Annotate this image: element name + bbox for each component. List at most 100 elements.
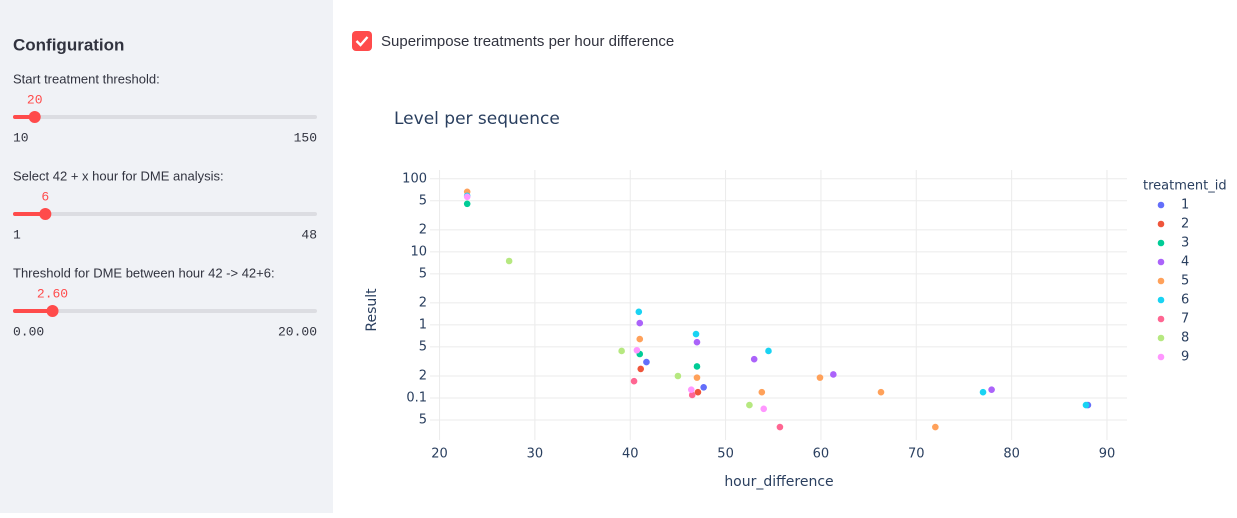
- point: [932, 423, 939, 431]
- point: [637, 365, 645, 373]
- point: [816, 374, 824, 381]
- slider-fill: [13, 212, 46, 216]
- slider-max: 48: [301, 227, 317, 242]
- point: [463, 193, 471, 201]
- point: [746, 401, 753, 409]
- point: [636, 335, 644, 343]
- y-tick-label: 5: [419, 266, 427, 281]
- slider-label: Threshold for DME between hour 42 -> 42+…: [13, 265, 275, 280]
- point: [758, 388, 766, 396]
- sidebar: [0, 0, 333, 513]
- legend-marker[interactable]: [1157, 239, 1165, 247]
- slider-thumb[interactable]: [28, 111, 41, 123]
- slider-min: 0.00: [13, 324, 44, 339]
- slider-value: 20: [27, 92, 43, 107]
- y-tick-label: 5: [419, 339, 427, 354]
- legend-label[interactable]: 8: [1181, 331, 1189, 346]
- legend-marker[interactable]: [1157, 258, 1165, 266]
- x-tick-label: 60: [813, 447, 830, 462]
- point: [760, 405, 768, 413]
- x-tick-label: 50: [717, 447, 734, 462]
- chart-title: Level per sequence: [394, 109, 560, 129]
- slider-value: 6: [41, 189, 49, 204]
- slider-track[interactable]: [13, 115, 317, 119]
- slider-label: Start treatment threshold:: [13, 71, 160, 86]
- legend-label[interactable]: 3: [1181, 236, 1189, 251]
- slider-thumb[interactable]: [39, 208, 52, 220]
- legend-label[interactable]: 9: [1181, 350, 1189, 365]
- legend-marker[interactable]: [1157, 315, 1165, 323]
- slider-fill: [13, 309, 53, 313]
- legend-label[interactable]: 2: [1181, 217, 1189, 232]
- legend-marker[interactable]: [1157, 334, 1165, 342]
- point: [776, 423, 784, 431]
- y-tick-label: 0.1: [406, 390, 427, 405]
- checkbox-label[interactable]: Superimpose treatments per hour differen…: [381, 33, 674, 50]
- point: [700, 384, 707, 391]
- point: [633, 346, 641, 354]
- point: [635, 308, 643, 316]
- point: [687, 386, 695, 393]
- legend-label[interactable]: 7: [1181, 312, 1189, 327]
- point: [688, 391, 696, 399]
- point: [693, 363, 701, 370]
- point: [618, 347, 625, 355]
- legend-label[interactable]: 5: [1181, 274, 1189, 289]
- point: [693, 374, 701, 381]
- y-tick-label: 2: [419, 295, 427, 310]
- x-tick-label: 20: [431, 447, 448, 462]
- point: [830, 371, 837, 378]
- slider-track[interactable]: [13, 309, 317, 313]
- x-tick-label: 90: [1099, 447, 1116, 462]
- check-icon: [355, 36, 369, 47]
- point: [643, 358, 650, 366]
- sidebar-title: Configuration: [13, 35, 124, 54]
- point: [750, 355, 758, 363]
- point: [694, 388, 702, 396]
- point: [692, 330, 700, 338]
- point: [463, 200, 471, 208]
- legend-marker[interactable]: [1157, 201, 1165, 209]
- x-tick-label: 40: [622, 447, 639, 462]
- point: [1082, 401, 1090, 409]
- y-tick-label: 2: [419, 222, 427, 237]
- legend-label[interactable]: 4: [1181, 255, 1189, 270]
- checkbox-box[interactable]: [352, 31, 372, 51]
- y-tick-label: 2: [419, 368, 427, 383]
- y-tick-label: 100: [402, 171, 427, 186]
- point: [979, 388, 987, 396]
- legend-marker[interactable]: [1157, 296, 1165, 304]
- slider-min: 1: [13, 227, 21, 242]
- legend-label[interactable]: 1: [1181, 198, 1189, 213]
- y-axis-label: Result: [364, 288, 380, 332]
- y-tick-label: 1: [419, 317, 427, 332]
- legend-marker[interactable]: [1157, 220, 1165, 228]
- y-tick-label: 5: [419, 412, 427, 427]
- x-tick-label: 70: [908, 447, 925, 462]
- slider-max: 150: [294, 130, 317, 145]
- y-tick-label: 5: [419, 193, 427, 208]
- y-tick-label: 10: [410, 244, 427, 259]
- point: [765, 347, 772, 355]
- slider-min: 10: [13, 130, 29, 145]
- slider-thumb[interactable]: [46, 305, 59, 317]
- point: [877, 388, 885, 396]
- legend-title: treatment_id: [1143, 179, 1227, 194]
- legend-marker[interactable]: [1157, 353, 1165, 361]
- x-tick-label: 30: [527, 447, 544, 462]
- point: [505, 257, 513, 265]
- slider-label: Select 42 + x hour for DME analysis:: [13, 168, 224, 183]
- legend-marker[interactable]: [1157, 277, 1165, 285]
- slider-track[interactable]: [13, 212, 317, 216]
- point: [674, 372, 682, 380]
- point: [693, 338, 701, 346]
- x-tick-label: 80: [1003, 447, 1020, 462]
- slider-max: 20.00: [278, 324, 317, 339]
- x-axis-label: hour_difference: [724, 474, 833, 490]
- checkbox[interactable]: Superimpose treatments per hour differen…: [352, 31, 674, 51]
- point: [988, 386, 995, 393]
- legend-label[interactable]: 6: [1181, 293, 1189, 308]
- point: [630, 377, 638, 385]
